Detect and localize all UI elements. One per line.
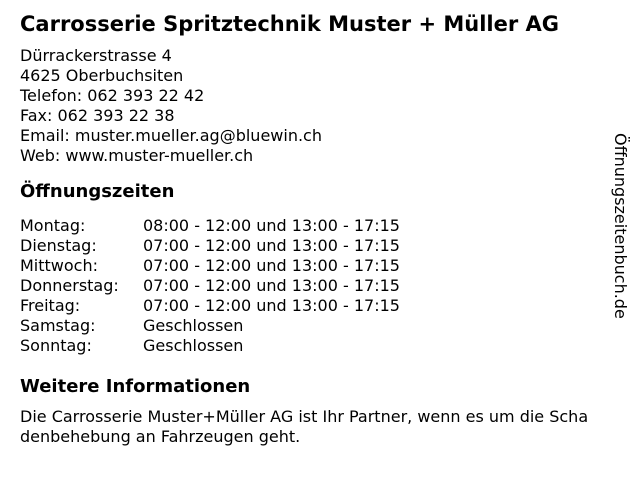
more-info-text-line1: Die Carrosserie Muster+Müller AG ist Ihr… [20,407,589,426]
watermark-site-link[interactable]: Öffnungszeitenbuch.de [611,133,630,319]
more-info-heading: Weitere Informationen [20,376,251,397]
table-row: Dienstag: 07:00 - 12:00 und 13:00 - 17:1… [20,236,400,256]
table-row: Sonntag: Geschlossen [20,336,400,356]
hours-value: 08:00 - 12:00 und 13:00 - 17:15 [143,216,400,235]
hours-value: 07:00 - 12:00 und 13:00 - 17:15 [143,256,400,275]
table-row: Montag: 08:00 - 12:00 und 13:00 - 17:15 [20,216,400,236]
day-label: Samstag: [20,316,96,335]
more-info-text-line2: denbehebung an Fahrzeugen geht. [20,427,301,446]
hours-value: 07:00 - 12:00 und 13:00 - 17:15 [143,276,400,295]
table-row: Mittwoch: 07:00 - 12:00 und 13:00 - 17:1… [20,256,400,276]
table-row: Freitag: 07:00 - 12:00 und 13:00 - 17:15 [20,296,400,316]
hours-value: 07:00 - 12:00 und 13:00 - 17:15 [143,296,400,315]
phone-line: Telefon: 062 393 22 42 [20,86,205,105]
address-city-line: 4625 Oberbuchsiten [20,66,184,85]
page-title: Carrosserie Spritztechnik Muster + Mülle… [20,12,559,36]
table-row: Donnerstag: 07:00 - 12:00 und 13:00 - 17… [20,276,400,296]
hours-value: Geschlossen [143,336,244,355]
more-info-text: Die Carrosserie Muster+Müller AG ist Ihr… [20,407,640,447]
hours-value: Geschlossen [143,316,244,335]
day-label: Sonntag: [20,336,92,355]
opening-hours-table: Montag: 08:00 - 12:00 und 13:00 - 17:15 … [20,216,400,356]
day-label: Montag: [20,216,86,235]
email-line: Email: muster.mueller.ag@bluewin.ch [20,126,322,145]
contact-block: Dürrackerstrasse 4 4625 Oberbuchsiten Te… [20,46,640,166]
opening-hours-heading: Öffnungszeiten [20,181,175,202]
day-label: Donnerstag: [20,276,119,295]
hours-value: 07:00 - 12:00 und 13:00 - 17:15 [143,236,400,255]
web-line: Web: www.muster-mueller.ch [20,146,254,165]
day-label: Dienstag: [20,236,97,255]
fax-line: Fax: 062 393 22 38 [20,106,175,125]
address-street-line: Dürrackerstrasse 4 [20,46,172,65]
day-label: Mittwoch: [20,256,98,275]
table-row: Samstag: Geschlossen [20,316,400,336]
day-label: Freitag: [20,296,81,315]
